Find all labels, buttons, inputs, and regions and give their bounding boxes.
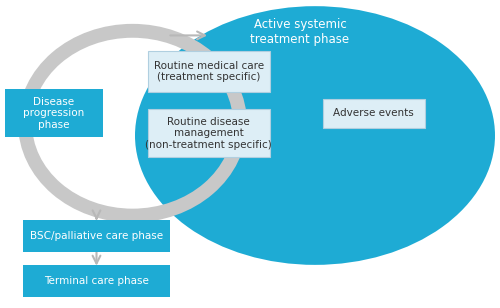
FancyBboxPatch shape (148, 109, 270, 157)
Text: Disease
progression
phase: Disease progression phase (23, 97, 84, 130)
Text: BSC/palliative care phase: BSC/palliative care phase (30, 231, 163, 241)
FancyBboxPatch shape (148, 51, 270, 92)
Text: Routine disease
management
(non-treatment specific): Routine disease management (non-treatmen… (146, 117, 272, 150)
FancyBboxPatch shape (322, 99, 425, 128)
Text: Terminal care phase: Terminal care phase (44, 276, 148, 286)
FancyBboxPatch shape (5, 89, 102, 137)
FancyBboxPatch shape (22, 265, 170, 297)
Text: Adverse events: Adverse events (334, 108, 414, 118)
FancyBboxPatch shape (22, 220, 170, 252)
Text: Active systemic
treatment phase: Active systemic treatment phase (250, 18, 350, 47)
Ellipse shape (135, 6, 495, 265)
Text: Routine medical care
(treatment specific): Routine medical care (treatment specific… (154, 61, 264, 83)
